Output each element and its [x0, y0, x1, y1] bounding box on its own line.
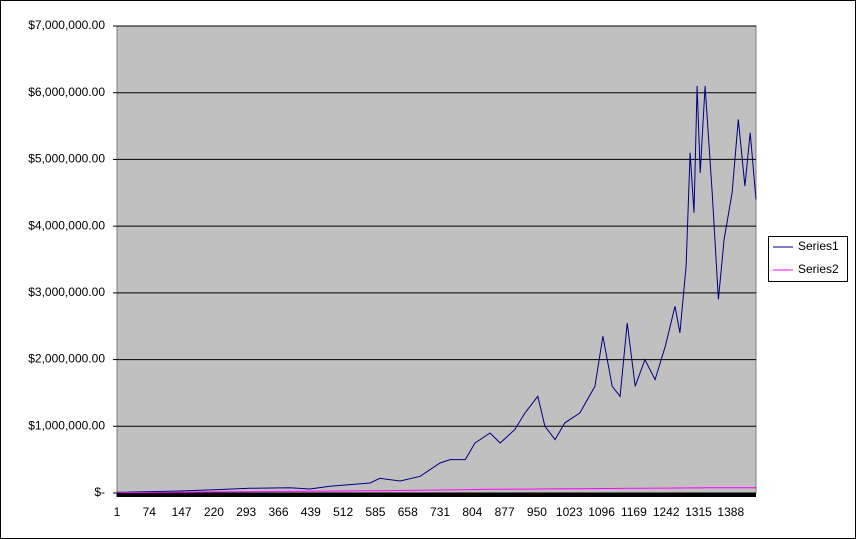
- x-tick-label: 1388: [717, 505, 744, 519]
- x-tick-label: 74: [143, 505, 157, 519]
- x-tick-label: 220: [204, 505, 224, 519]
- x-tick-label: 1242: [653, 505, 680, 519]
- x-axis-line: [117, 493, 756, 497]
- x-tick-label: 293: [236, 505, 256, 519]
- x-tick-label: 950: [527, 505, 547, 519]
- x-tick-label: 585: [365, 505, 385, 519]
- x-tick-label: 877: [495, 505, 515, 519]
- x-tick-label: 1023: [556, 505, 583, 519]
- x-tick-label: 1169: [621, 505, 647, 519]
- y-tick-label: $2,000,000.00: [28, 352, 105, 366]
- x-tick-label: 1315: [685, 505, 712, 519]
- series-line: [116, 85, 757, 493]
- x-tick-label: 1: [114, 505, 121, 519]
- legend-box: [768, 236, 848, 282]
- x-tick-label: 147: [172, 505, 192, 519]
- legend-label: Series2: [798, 262, 839, 276]
- x-tick-label: 1096: [588, 505, 615, 519]
- x-tick-label: 439: [301, 505, 321, 519]
- y-tick-label: $3,000,000.00: [28, 285, 105, 299]
- x-tick-label: 366: [269, 505, 289, 519]
- y-tick-label: $4,000,000.00: [28, 218, 105, 232]
- plot-area: [116, 25, 757, 494]
- y-tick-label: $1,000,000.00: [28, 418, 105, 432]
- y-tick-label: $6,000,000.00: [28, 85, 105, 99]
- y-tick-label: $-: [94, 485, 105, 499]
- y-tick-label: $5,000,000.00: [28, 152, 105, 166]
- x-tick-label: 512: [333, 505, 353, 519]
- series-line: [116, 487, 756, 494]
- y-tick-label: $7,000,000.00: [28, 18, 105, 32]
- x-tick-label: 731: [430, 505, 450, 519]
- legend-label: Series1: [798, 239, 839, 253]
- x-tick-label: 658: [398, 505, 418, 519]
- x-tick-label: 804: [462, 505, 482, 519]
- lines: [116, 85, 757, 494]
